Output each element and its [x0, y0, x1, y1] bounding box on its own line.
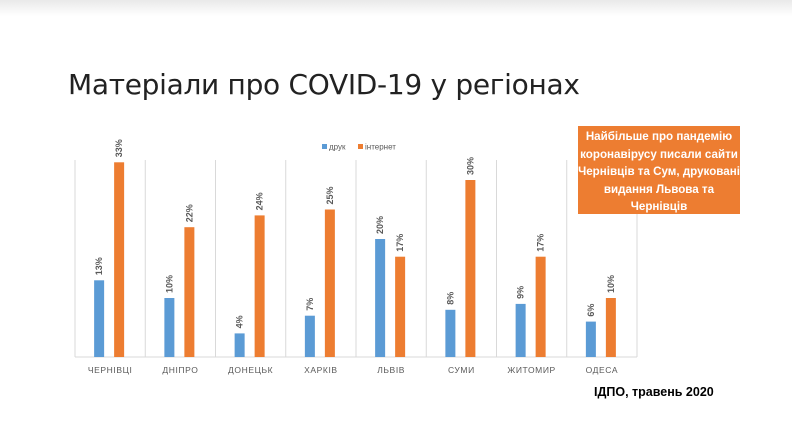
- internet-bar-3: [254, 215, 265, 357]
- legend-print-label: друк: [329, 143, 346, 152]
- print-bar-8: [585, 321, 596, 357]
- print-bar-5: [375, 239, 386, 357]
- internet-data-label-1: 33%: [114, 139, 124, 157]
- x-tick-label-1: ЧЕРНІВЦІ: [88, 365, 133, 375]
- print-data-label-7: 9%: [516, 286, 526, 299]
- internet-bar-4: [324, 209, 335, 357]
- internet-data-label-2: 22%: [184, 204, 194, 222]
- x-tick-label-8: ОДЕСА: [586, 365, 618, 375]
- source-caption: ІДПО, травень 2020: [594, 385, 714, 399]
- x-tick-label-6: СУМИ: [448, 365, 475, 375]
- internet-bar-2: [184, 227, 195, 357]
- internet-bar-1: [114, 162, 125, 357]
- print-data-label-8: 6%: [586, 304, 596, 317]
- print-data-label-3: 4%: [235, 315, 245, 328]
- legend-print-swatch: [322, 144, 327, 149]
- internet-data-label-5: 17%: [395, 234, 405, 252]
- slide-title: Матеріали про COVID-19 у регіонах: [68, 68, 580, 101]
- internet-bar-5: [395, 256, 406, 357]
- print-data-label-1: 13%: [94, 257, 104, 275]
- print-bar-6: [445, 309, 456, 357]
- print-data-label-6: 8%: [445, 292, 455, 305]
- callout-box: Найбільше про пандемію коронавірусу писа…: [578, 126, 740, 214]
- print-bar-2: [164, 298, 175, 357]
- internet-data-label-3: 24%: [255, 192, 265, 210]
- internet-data-label-6: 30%: [465, 157, 475, 175]
- top-shade: [0, 0, 792, 16]
- x-tick-label-5: ЛЬВІВ: [377, 365, 405, 375]
- x-tick-label-4: ХАРКІВ: [304, 365, 338, 375]
- internet-data-label-8: 10%: [606, 275, 616, 293]
- print-data-label-5: 20%: [375, 216, 385, 234]
- print-data-label-4: 7%: [305, 298, 315, 311]
- internet-data-label-4: 25%: [325, 186, 335, 204]
- internet-bar-7: [535, 256, 546, 357]
- print-data-label-2: 10%: [164, 275, 174, 293]
- print-bar-1: [94, 280, 105, 357]
- internet-bar-8: [605, 298, 616, 357]
- internet-bar-6: [465, 180, 476, 357]
- print-bar-3: [234, 333, 245, 357]
- x-tick-label-2: ДНІПРО: [162, 365, 198, 375]
- legend-internet-swatch: [358, 144, 363, 149]
- x-tick-label-3: ДОНЕЦЬК: [228, 365, 273, 375]
- legend-internet-label: інтернет: [365, 143, 396, 152]
- x-tick-label-7: ЖИТОМИР: [507, 365, 555, 375]
- internet-data-label-7: 17%: [536, 234, 546, 252]
- print-bar-7: [515, 303, 526, 357]
- print-bar-4: [304, 315, 315, 357]
